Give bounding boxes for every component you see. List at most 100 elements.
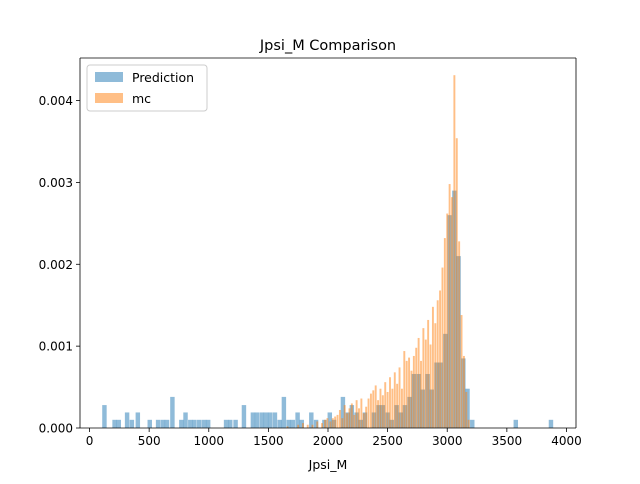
histogram-bar <box>267 412 273 428</box>
histogram-bar <box>241 405 247 428</box>
histogram-bar <box>398 367 401 428</box>
histogram-bar <box>313 419 319 428</box>
histogram-bar <box>393 372 396 428</box>
histogram-bar <box>228 419 233 428</box>
histogram-bar <box>360 398 363 428</box>
histogram-bar <box>331 419 337 428</box>
histogram-bar <box>365 406 368 428</box>
histogram-bar <box>250 412 256 428</box>
histogram-bar <box>338 409 341 428</box>
histogram-bar <box>412 355 415 428</box>
histogram-bar <box>295 412 300 428</box>
histogram-bar <box>192 419 197 428</box>
histogram-bar <box>374 385 377 428</box>
histogram-bar <box>377 400 380 428</box>
histogram-bar <box>329 421 332 428</box>
histogram-bar <box>455 138 458 428</box>
histogram-bar <box>324 419 326 428</box>
histogram-bar <box>272 412 278 428</box>
x-tick-label: 3000 <box>432 434 463 448</box>
x-tick-label: 1500 <box>253 434 284 448</box>
histogram-bar <box>548 419 554 428</box>
histogram-bar <box>297 424 300 428</box>
histogram-bar <box>451 197 453 428</box>
histogram-bar <box>391 388 394 428</box>
legend-swatch-prediction <box>95 72 123 82</box>
y-tick-label: 0.004 <box>39 94 73 108</box>
x-tick-label: 1000 <box>193 434 224 448</box>
histogram-bar <box>341 418 344 428</box>
histogram-bar <box>367 398 370 428</box>
y-tick-label: 0.001 <box>39 340 73 354</box>
histogram-bar <box>112 419 117 428</box>
histogram-bar <box>311 424 314 428</box>
histogram-bar <box>513 419 519 428</box>
histogram-bar <box>290 419 296 428</box>
histogram-bar <box>286 426 289 428</box>
histogram-bar <box>135 412 141 428</box>
histogram-bar <box>453 75 456 428</box>
histogram-bar <box>302 423 304 428</box>
histogram-bar <box>458 241 461 428</box>
histogram-bar <box>170 396 175 428</box>
histogram-bar <box>306 424 309 428</box>
histogram-bar <box>197 419 202 428</box>
histogram-bar <box>277 419 282 428</box>
chart-title: Jpsi_M Comparison <box>259 38 396 54</box>
histogram-bar <box>223 419 229 428</box>
histogram-bar <box>129 419 135 428</box>
histogram-bar <box>381 395 384 428</box>
histogram-bar <box>362 412 368 428</box>
histogram-bar <box>436 300 439 428</box>
histogram-bar <box>384 382 387 428</box>
histogram-bar <box>116 419 121 428</box>
histogram-bar <box>408 357 411 428</box>
legend-swatch-mc <box>95 93 123 103</box>
plot-area <box>79 57 577 429</box>
histogram-bar <box>263 412 269 428</box>
histogram-bar <box>201 419 207 428</box>
histogram-bar <box>417 337 420 428</box>
histogram-bar <box>441 267 444 428</box>
histogram-bar <box>124 412 130 428</box>
histogram-bar <box>362 413 365 428</box>
histogram-bar <box>403 351 406 428</box>
histogram-bar <box>446 213 449 428</box>
histogram-bar <box>147 419 152 428</box>
histogram-bar <box>369 393 372 428</box>
histogram-bar <box>205 419 211 428</box>
histogram-bar <box>164 419 170 428</box>
histogram-bar <box>355 400 358 428</box>
y-tick-label: 0.002 <box>39 258 73 272</box>
series-mc-bars <box>286 75 470 428</box>
histogram-bar <box>427 319 430 428</box>
histogram-bar <box>396 383 399 428</box>
x-tick-label: 500 <box>138 434 161 448</box>
histogram-bar <box>336 414 339 428</box>
histogram-bar <box>467 419 470 428</box>
y-tick-label: 0.003 <box>39 176 73 190</box>
histogram-bar <box>358 408 360 428</box>
histogram-bar <box>462 355 465 428</box>
x-axis: 0 500 1000 1500 2000 2500 3000 3500 4000 <box>86 428 582 448</box>
histogram-bar <box>348 408 351 428</box>
histogram-bar <box>102 405 107 428</box>
histogram-bar <box>405 360 408 428</box>
legend-label-prediction: Prediction <box>132 70 194 85</box>
histogram-bar <box>299 419 304 428</box>
histogram-bar <box>316 421 319 428</box>
histogram-bar <box>259 412 265 428</box>
histogram-bar <box>372 390 375 428</box>
histogram-bar <box>386 391 389 428</box>
histogram-bar <box>420 360 422 428</box>
histogram-bar <box>281 396 287 428</box>
histogram-bar <box>155 419 161 428</box>
legend-label-mc: mc <box>132 91 151 106</box>
histogram-bar <box>448 184 451 428</box>
histogram-bar <box>188 419 193 428</box>
histogram-bar <box>429 389 434 428</box>
histogram-bar <box>254 412 260 428</box>
histogram-bar <box>340 396 346 428</box>
histogram-bar <box>389 377 391 428</box>
